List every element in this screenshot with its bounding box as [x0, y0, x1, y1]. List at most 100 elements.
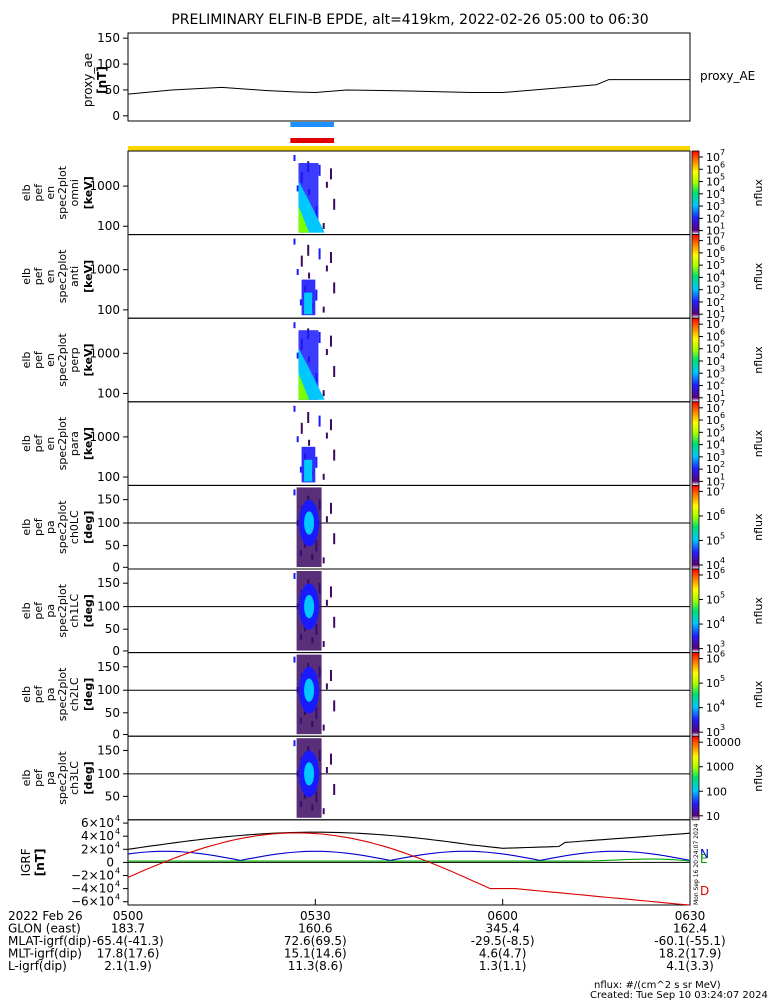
igrf-legend-label: N [700, 847, 709, 861]
colorbar-tick-exponent: 5 [720, 256, 725, 265]
spectrogram-streak [296, 436, 299, 443]
spectrogram-ylabel: pef [32, 684, 45, 703]
ae-panel-frame [127, 32, 691, 122]
colorbar-tick-label: 10 [706, 212, 720, 225]
spectrogram-core-cyan [304, 292, 313, 315]
footer-row-value: 183.7 [111, 922, 145, 936]
ae-ytick-label: 150 [97, 31, 120, 45]
spectrogram-streak [333, 616, 336, 628]
spectrogram-streak [318, 332, 321, 343]
igrf-ytick-exponent: 4 [115, 827, 120, 836]
colorbar-tick-label: 10 [706, 259, 720, 272]
spectrogram-ytick-label: 50 [105, 539, 120, 553]
colorbar-tick-label: 10 [706, 569, 720, 582]
colorbar-tick-label: 10 [706, 451, 720, 464]
colorbar-tick-exponent: 3 [720, 197, 725, 206]
igrf-ytick-exponent: 4 [115, 867, 120, 876]
spectrogram-yunit: [keV] [82, 260, 95, 293]
spectrogram-streak [315, 289, 318, 301]
spectrogram-ylabel: pef [32, 434, 45, 453]
spectrogram-panel-frame [127, 317, 691, 403]
spectrogram-streak [296, 185, 299, 192]
ae-ytick-label: 100 [97, 57, 120, 71]
spectrogram-core-cyan [304, 511, 315, 535]
spectrogram-ylabel: ch1LC [68, 594, 81, 628]
spectrogram-ylabel: elb [20, 770, 33, 787]
colorbar-tick-exponent: 3 [720, 723, 725, 732]
spectrogram-streak [307, 412, 310, 423]
spectrogram-streak [293, 155, 296, 161]
colorbar [691, 150, 700, 235]
spectrogram-ylabel: spec2plot [56, 667, 69, 721]
spectrogram-ytick-label: 0 [112, 644, 120, 658]
spectrogram-yunit: [deg] [82, 594, 95, 627]
colorbar-tick-exponent: 6 [720, 507, 725, 516]
spectrogram-ylabel: pa [44, 688, 57, 702]
footer-row-value: 0600 [487, 909, 518, 923]
colorbar-tick-exponent: 6 [720, 650, 725, 659]
spectrogram-data [293, 405, 336, 483]
colorbar-tick-label: 10 [706, 308, 720, 321]
colorbar-tick-label: 10 [706, 225, 720, 238]
spectrogram-streak [322, 306, 325, 313]
spectrogram-streak [322, 557, 325, 564]
colorbar-tick-exponent: 1 [720, 222, 725, 231]
spectrogram-streak [325, 181, 328, 188]
colorbar-tick-exponent: 5 [720, 423, 725, 432]
spectrogram-data [293, 738, 336, 818]
spectrogram-streak [293, 405, 296, 412]
colorbar-tick-exponent: 6 [720, 160, 725, 169]
igrf-ylabel: IGRF [19, 848, 33, 876]
colorbar-label: nflux [752, 262, 765, 290]
spectrogram-ytick-label: 100 [97, 600, 120, 614]
colorbar-tick-exponent: 3 [720, 364, 725, 373]
spectrogram-core-green [298, 373, 310, 400]
spectrogram-ylabel: spec2plot [56, 416, 69, 470]
footer-row-value: 18.2(17.9) [659, 947, 722, 961]
colorbar-tick-label: 10 [706, 618, 720, 631]
colorbar-tick-label: 1000 [706, 761, 734, 774]
spectrogram-streak [329, 502, 332, 514]
ae-series-label: proxy_AE [700, 69, 755, 83]
spectrogram-core-cyan [298, 181, 325, 233]
footer-row-value: 4.1(3.3) [666, 959, 714, 973]
spectrogram-panel-frame [127, 652, 691, 737]
igrf-ytick-label: −6×10 [71, 895, 114, 909]
spectrogram-ytick-label: 50 [105, 789, 120, 803]
spectrogram-ylabel: pef [32, 601, 45, 620]
spectrogram-streak [329, 168, 332, 180]
spectrogram-ytick-label: 150 [97, 743, 120, 757]
colorbar [691, 484, 700, 570]
spectrogram-streak [318, 164, 321, 176]
spectrogram-data [293, 571, 336, 651]
colorbar-tick-exponent: 1 [720, 389, 725, 398]
spectrogram-streak [325, 599, 328, 606]
spectrogram-streak [325, 349, 328, 355]
spectrogram-streak [293, 322, 296, 329]
colorbar-tick-label: 10 [706, 726, 720, 739]
spectrogram-streak [318, 415, 321, 427]
spectrogram-streak [333, 282, 336, 294]
footer-row-value: 160.6 [298, 922, 332, 936]
spectrogram-ytick-label: 50 [105, 706, 120, 720]
spectrogram-streak [293, 740, 296, 747]
footer-row-value: 1.3(1.1) [479, 959, 527, 973]
spectrogram-ylabel: perp [68, 347, 81, 372]
colorbar [691, 568, 700, 653]
igrf-ytick-label: 6×10 [81, 816, 114, 830]
footer-row-label: 2022 Feb 26 [8, 909, 83, 923]
spectrogram-ytick-label: 100 [97, 516, 120, 530]
spectrogram-ylabel: ch2LC [68, 677, 81, 711]
spectrogram-ylabel: spec2plot [56, 165, 69, 219]
spectrogram-ylabel: elb [20, 686, 33, 703]
colorbar-tick-label: 10 [706, 355, 720, 368]
spectrogram-ylabel: spec2plot [56, 500, 69, 554]
colorbar-tick-exponent: 3 [720, 640, 725, 649]
spectrogram-data [293, 322, 336, 400]
colorbar-tick-label: 10 [706, 380, 720, 393]
spectrogram-streak [333, 784, 336, 795]
colorbar-tick-label: 10 [706, 702, 720, 715]
colorbar-tick-exponent: 5 [720, 340, 725, 349]
igrf-side-note: Mon Sep 16 20:24:07 2024 [693, 823, 700, 905]
colorbar-tick-exponent: 7 [720, 482, 725, 491]
